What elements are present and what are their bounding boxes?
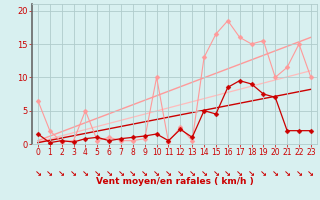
Text: ↘: ↘ [284, 169, 291, 178]
Text: ↘: ↘ [248, 169, 255, 178]
Text: ↘: ↘ [295, 169, 302, 178]
Text: ↘: ↘ [82, 169, 89, 178]
Text: ↘: ↘ [129, 169, 136, 178]
Text: ↘: ↘ [308, 169, 314, 178]
Text: ↘: ↘ [272, 169, 279, 178]
Text: ↘: ↘ [70, 169, 77, 178]
Text: ↘: ↘ [58, 169, 65, 178]
X-axis label: Vent moyen/en rafales ( km/h ): Vent moyen/en rafales ( km/h ) [96, 177, 253, 186]
Text: ↘: ↘ [106, 169, 113, 178]
Text: ↘: ↘ [153, 169, 160, 178]
Text: ↘: ↘ [35, 169, 41, 178]
Text: ↘: ↘ [165, 169, 172, 178]
Text: ↘: ↘ [260, 169, 267, 178]
Text: ↘: ↘ [201, 169, 208, 178]
Text: ↘: ↘ [94, 169, 101, 178]
Text: ↘: ↘ [189, 169, 196, 178]
Text: ↘: ↘ [212, 169, 220, 178]
Text: ↘: ↘ [117, 169, 124, 178]
Text: ↘: ↘ [177, 169, 184, 178]
Text: ↘: ↘ [224, 169, 231, 178]
Text: ↘: ↘ [46, 169, 53, 178]
Text: ↘: ↘ [236, 169, 243, 178]
Text: ↘: ↘ [141, 169, 148, 178]
